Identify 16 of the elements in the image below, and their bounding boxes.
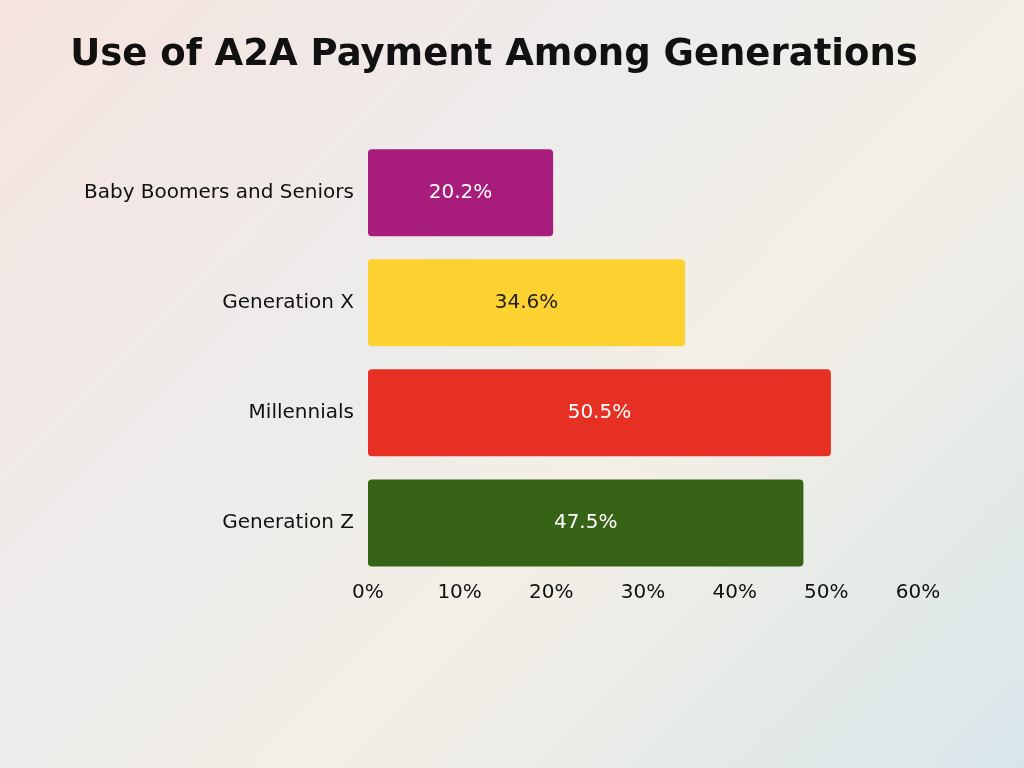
x-tick-label: 60% bbox=[895, 579, 941, 604]
x-tick-label: 40% bbox=[712, 579, 757, 604]
y-tick-label: Generation X bbox=[222, 288, 355, 313]
x-tick-label: 0% bbox=[352, 579, 384, 604]
x-tick-label: 30% bbox=[620, 579, 666, 604]
x-tick-label: 50% bbox=[804, 579, 849, 604]
chart-title: Use of A2A Payment Among Generations bbox=[70, 29, 918, 74]
data-label: 34.6% bbox=[494, 288, 559, 313]
data-label: 47.5% bbox=[553, 509, 618, 534]
x-tick-label: 20% bbox=[529, 579, 574, 604]
y-tick-label: Baby Boomers and Seniors bbox=[83, 178, 354, 203]
data-label: 20.2% bbox=[428, 178, 493, 203]
y-tick-label: Millennials bbox=[248, 399, 354, 424]
y-tick-label: Generation Z bbox=[222, 509, 354, 534]
x-tick-label: 10% bbox=[437, 579, 482, 604]
data-label: 50.5% bbox=[567, 399, 632, 424]
